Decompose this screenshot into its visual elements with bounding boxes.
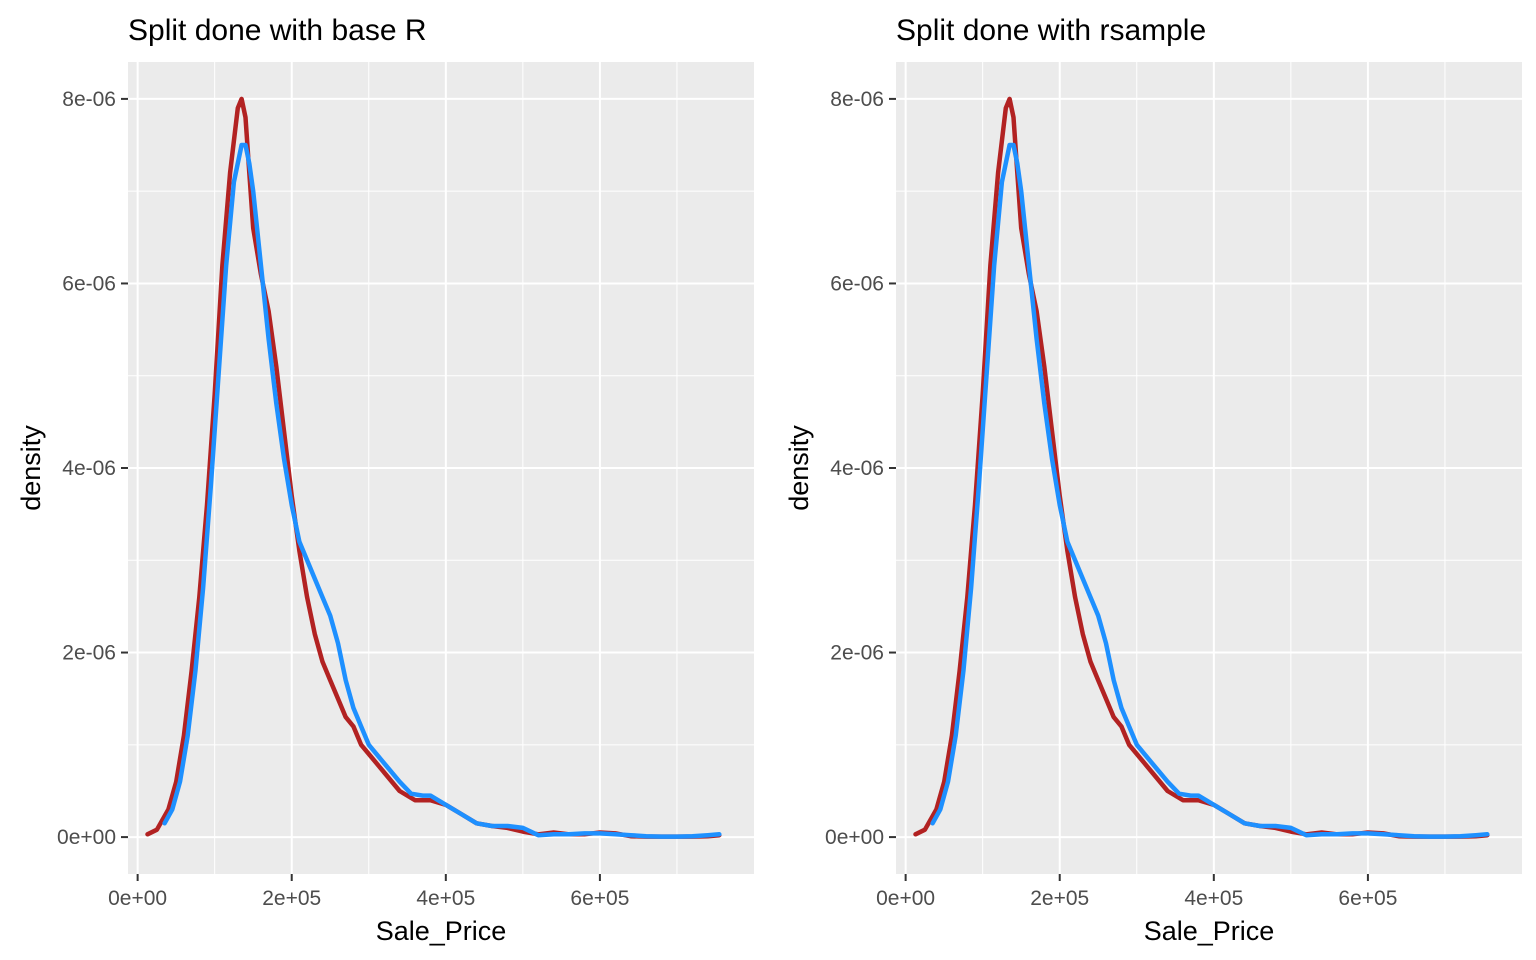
x-tick-label: 2e+05 bbox=[1030, 887, 1089, 910]
density-series bbox=[145, 96, 722, 839]
y-tick-label: 6e-06 bbox=[830, 272, 884, 295]
y-tick-label: 8e-06 bbox=[830, 88, 884, 111]
y-tick-label: 8e-06 bbox=[62, 88, 116, 111]
x-axis-ticks: 0e+00 2e+05 4e+05 6e+05 bbox=[876, 874, 1397, 910]
x-tick-label: 2e+05 bbox=[262, 887, 321, 910]
chart-panel-rsample: Split done with rsample 0e+00 2e-06 4e-06 6… bbox=[784, 14, 1522, 946]
x-tick-label: 4e+05 bbox=[416, 887, 475, 910]
y-tick-label: 4e-06 bbox=[62, 457, 116, 480]
y-tick-label: 0e+00 bbox=[57, 826, 116, 849]
y-tick-label: 2e-06 bbox=[830, 642, 884, 665]
x-tick-label: 6e+05 bbox=[1338, 887, 1397, 910]
density-series bbox=[913, 96, 1490, 839]
y-tick-label: 6e-06 bbox=[62, 272, 116, 295]
x-tick-label: 6e+05 bbox=[570, 887, 629, 910]
y-tick-label: 4e-06 bbox=[830, 457, 884, 480]
x-axis-ticks: 0e+00 2e+05 4e+05 6e+05 bbox=[108, 874, 629, 910]
y-axis-title: density bbox=[784, 425, 814, 511]
x-tick-label: 0e+00 bbox=[108, 887, 167, 910]
chart-title: Split done with base R bbox=[128, 14, 427, 47]
y-axis-title: density bbox=[16, 425, 46, 511]
y-tick-label: 2e-06 bbox=[62, 642, 116, 665]
x-axis-title: Sale_Price bbox=[1144, 916, 1275, 946]
y-tick-label: 0e+00 bbox=[825, 826, 884, 849]
density-line-blue bbox=[930, 142, 1490, 839]
x-tick-label: 4e+05 bbox=[1184, 887, 1243, 910]
x-tick-label: 0e+00 bbox=[876, 887, 935, 910]
y-axis-ticks: 0e+00 2e-06 4e-06 6e-06 8e-06 bbox=[825, 88, 896, 849]
x-axis-title: Sale_Price bbox=[376, 916, 507, 946]
chart-panel-base-r: Split done with base R 0e+00 2e-06 4e-06 6e… bbox=[16, 14, 754, 946]
y-axis-ticks: 0e+00 2e-06 4e-06 6e-06 8e-06 bbox=[57, 88, 128, 849]
chart-title: Split done with rsample bbox=[896, 14, 1206, 47]
density-line-blue bbox=[162, 142, 722, 839]
